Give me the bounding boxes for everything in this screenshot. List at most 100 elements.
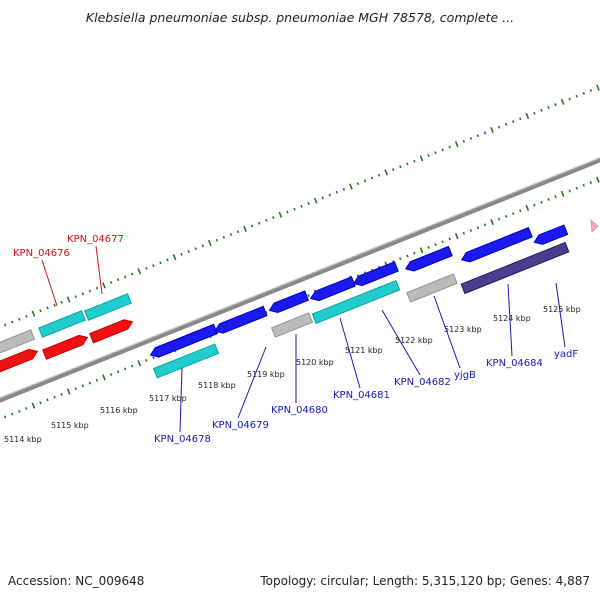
scale-tick: [3, 415, 7, 419]
forward-cds-feature: [404, 245, 453, 272]
scale-tick: [419, 155, 424, 162]
topology-summary: Topology: circular; Length: 5,315,120 bp…: [260, 574, 590, 588]
gene-label-leader: [381, 309, 421, 376]
gene-label-leader: [555, 282, 566, 348]
scale-tick: [497, 125, 501, 129]
scale-tick: [11, 412, 14, 416]
scale-tick: [454, 141, 459, 148]
scale-tick: [490, 218, 494, 226]
scale-tick: [152, 356, 155, 360]
kbp-tick-label: 5118 kbp: [198, 381, 236, 390]
scale-tick: [554, 195, 557, 199]
scale-tick: [342, 187, 346, 191]
scale-tick: [392, 168, 395, 172]
scale-tick: [575, 186, 578, 190]
scale-tick: [258, 221, 261, 225]
gene-label: KPN_04678: [154, 434, 211, 445]
scale-tick: [519, 117, 522, 121]
forward-cds-feature: [149, 323, 219, 358]
gene-label: KPN_04679: [212, 420, 269, 431]
scale-tick: [229, 233, 233, 237]
scale-tick: [102, 374, 106, 381]
scale-tick: [427, 154, 430, 157]
scale-tick: [130, 364, 134, 368]
rna-feature: [311, 279, 401, 325]
scale-tick: [497, 217, 501, 221]
kbp-tick-label: 5124 kbp: [493, 314, 531, 323]
scale-tick: [519, 209, 522, 213]
upper-gene-labels: KPN_04676 KPN_04677: [13, 234, 124, 307]
scale-tick: [406, 254, 409, 258]
scale-tick: [31, 310, 36, 317]
scale-tick: [483, 131, 487, 135]
kbp-tick-label: 5122 kbp: [395, 336, 433, 345]
scale-tick: [434, 243, 437, 247]
kbp-tick-label: 5114 kbp: [4, 435, 42, 444]
scale-tick: [370, 176, 374, 180]
scale-tick: [300, 204, 303, 208]
reverse-cds-feature: [42, 334, 89, 360]
scale-tick: [441, 148, 444, 152]
scale-tick: [250, 224, 254, 228]
scale-tick: [81, 292, 85, 296]
scale-tick: [540, 200, 543, 204]
scale-tick: [454, 233, 459, 240]
scale-tick: [286, 210, 289, 214]
scale-tick: [533, 111, 536, 115]
scale-tick: [278, 211, 283, 218]
scale-tick: [102, 282, 106, 289]
scale-tick: [159, 261, 162, 265]
scale-tick: [236, 230, 240, 234]
scale-tick: [53, 303, 56, 307]
scale-tick: [74, 295, 77, 299]
scale-tick: [448, 145, 451, 149]
scale-tick: [596, 84, 600, 91]
scale-tick: [328, 193, 331, 197]
forward-cds-feature: [352, 261, 399, 287]
scale-tick: [293, 207, 296, 211]
upper-tick-ruler: [0, 84, 600, 331]
scale-tick: [307, 294, 310, 297]
scale-tick: [589, 89, 593, 92]
scale-tick: [596, 176, 600, 183]
scale-tick: [419, 247, 424, 254]
gene-label: yadF: [554, 349, 578, 360]
gene-label: KPN_04677: [67, 234, 124, 245]
scale-tick: [88, 381, 92, 385]
scale-tick: [18, 317, 21, 321]
scale-tick: [145, 266, 148, 270]
feature-marker-icon: [590, 219, 599, 233]
scale-tick: [25, 314, 28, 318]
scale-tick: [441, 240, 444, 244]
scale-tick: [123, 275, 127, 279]
scale-tick: [137, 268, 142, 275]
scale-tick: [434, 151, 437, 155]
scale-tick: [137, 360, 142, 367]
scale-tick: [377, 173, 381, 177]
scale-tick: [504, 122, 508, 126]
other-feature: [460, 241, 570, 295]
gene-label: KPN_04680: [271, 405, 328, 416]
scale-tick: [533, 203, 536, 207]
scale-tick: [525, 204, 530, 212]
scale-tick: [462, 231, 466, 235]
scale-tick: [335, 190, 339, 194]
scale-tick: [272, 216, 275, 220]
kbp-tick-label: 5117 kbp: [149, 394, 187, 403]
scale-tick: [66, 296, 71, 303]
scale-tick: [448, 237, 451, 241]
forward-cds-feature: [268, 290, 310, 313]
scale-tick: [568, 97, 571, 101]
scale-tick: [243, 225, 247, 232]
kbp-tick-label: 5125 kbp: [543, 305, 581, 314]
scale-tick: [123, 367, 127, 371]
scale-tick: [554, 103, 557, 107]
scale-tick: [95, 378, 99, 382]
scale-tick: [201, 244, 204, 248]
scale-tick: [222, 235, 226, 239]
scale-tick: [525, 112, 530, 120]
rna-feature: [152, 343, 220, 379]
scale-tick: [363, 179, 367, 183]
scale-tick: [265, 218, 268, 222]
